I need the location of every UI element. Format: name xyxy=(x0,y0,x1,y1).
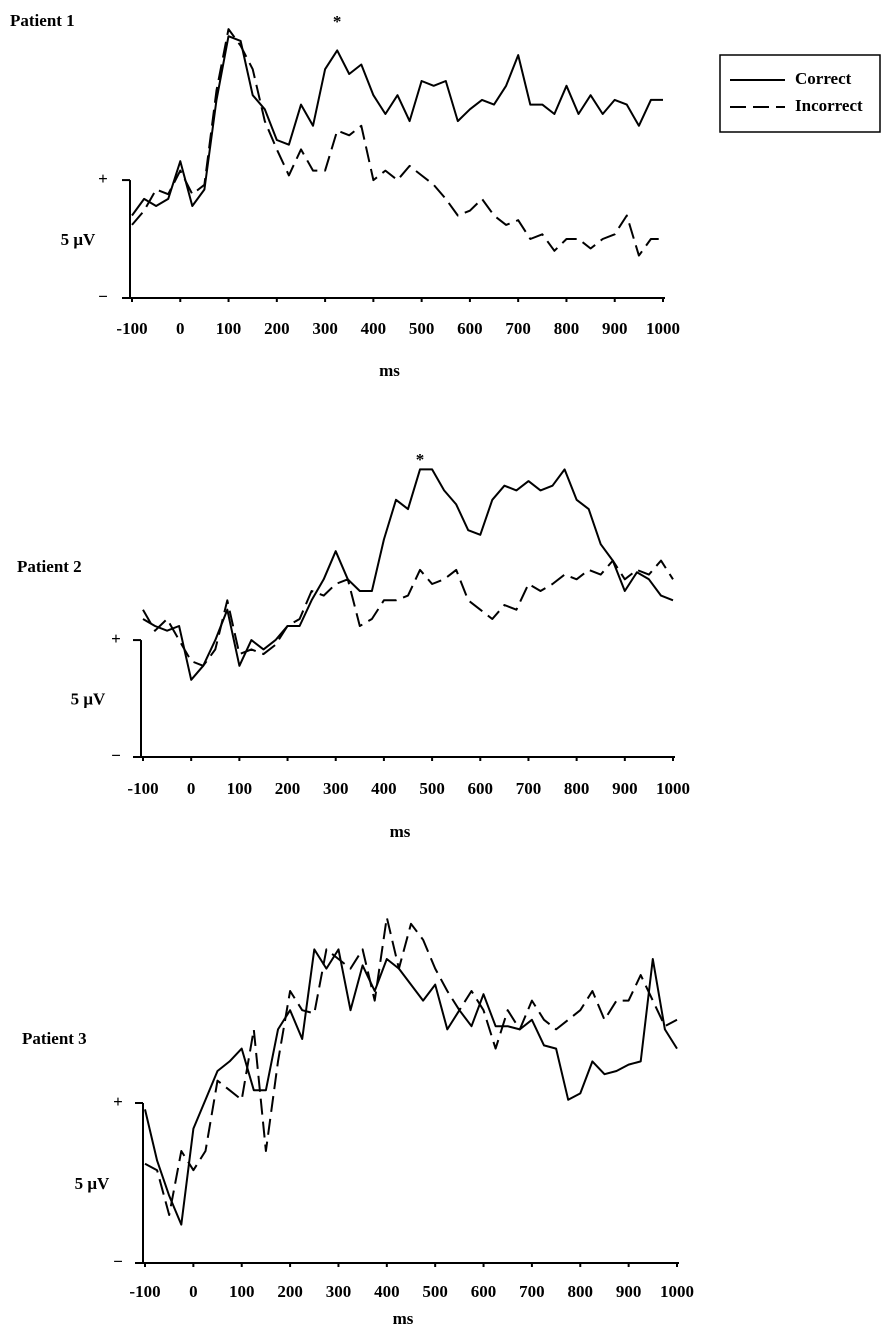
annotation: * xyxy=(416,450,425,469)
y-tick-label: − xyxy=(113,1252,123,1271)
x-tick-label: 700 xyxy=(505,319,531,338)
x-tick-label: -100 xyxy=(116,319,147,338)
series-line xyxy=(131,28,663,257)
x-axis-label: ms xyxy=(393,1309,414,1328)
x-tick-label: 100 xyxy=(229,1282,255,1301)
series-line xyxy=(144,948,678,1226)
x-tick-label: 900 xyxy=(612,779,638,798)
x-tick-label: 1000 xyxy=(646,319,680,338)
x-tick-label: -100 xyxy=(127,779,158,798)
x-tick-label: 700 xyxy=(519,1282,545,1301)
x-tick-label: 1000 xyxy=(656,779,690,798)
chart-title: Patient 2 xyxy=(17,557,82,576)
y-tick-label: + xyxy=(113,1092,123,1111)
x-tick-label: 300 xyxy=(323,779,349,798)
y-tick-label: − xyxy=(98,287,108,306)
legend-box xyxy=(719,54,881,133)
y-tick-label: − xyxy=(111,746,121,765)
x-tick-label: 500 xyxy=(409,319,435,338)
x-tick-label: 400 xyxy=(361,319,387,338)
y-tick-label: + xyxy=(111,629,121,648)
x-tick-label: 800 xyxy=(554,319,580,338)
x-tick-label: 1000 xyxy=(660,1282,694,1301)
x-tick-label: 0 xyxy=(187,779,196,798)
x-tick-label: 500 xyxy=(422,1282,448,1301)
x-tick-label: 300 xyxy=(312,319,338,338)
y-axis-label: 5 μV xyxy=(71,689,106,708)
y-axis-label: 5 μV xyxy=(61,230,96,249)
x-tick-label: 200 xyxy=(275,779,301,798)
series-line xyxy=(131,35,663,217)
x-tick-label: -100 xyxy=(129,1282,160,1301)
legend-label: Correct xyxy=(795,69,852,88)
x-tick-label: 900 xyxy=(602,319,628,338)
x-tick-label: 400 xyxy=(371,779,397,798)
x-tick-label: 900 xyxy=(616,1282,642,1301)
x-axis-label: ms xyxy=(390,822,411,841)
series-line xyxy=(144,916,678,1216)
x-tick-label: 200 xyxy=(264,319,290,338)
x-tick-label: 800 xyxy=(568,1282,594,1301)
y-tick-label: + xyxy=(98,169,108,188)
x-tick-label: 600 xyxy=(457,319,483,338)
x-tick-label: 600 xyxy=(471,1282,497,1301)
x-tick-label: 300 xyxy=(326,1282,352,1301)
x-tick-label: 600 xyxy=(468,779,494,798)
x-tick-label: 400 xyxy=(374,1282,400,1301)
x-tick-label: 0 xyxy=(176,319,185,338)
x-axis-label: ms xyxy=(379,361,400,380)
series-line xyxy=(142,559,674,667)
x-tick-label: 200 xyxy=(277,1282,303,1301)
legend-label: Incorrect xyxy=(795,96,863,115)
chart-title: Patient 3 xyxy=(22,1029,87,1048)
chart-title: Patient 1 xyxy=(10,11,75,30)
x-tick-label: 100 xyxy=(216,319,242,338)
series-line xyxy=(142,468,674,681)
x-tick-label: 0 xyxy=(189,1282,198,1301)
annotation: * xyxy=(333,12,342,31)
x-tick-label: 500 xyxy=(419,779,445,798)
y-axis-label: 5 μV xyxy=(75,1174,110,1193)
x-tick-label: 700 xyxy=(516,779,542,798)
x-tick-label: 100 xyxy=(227,779,253,798)
x-tick-label: 800 xyxy=(564,779,590,798)
